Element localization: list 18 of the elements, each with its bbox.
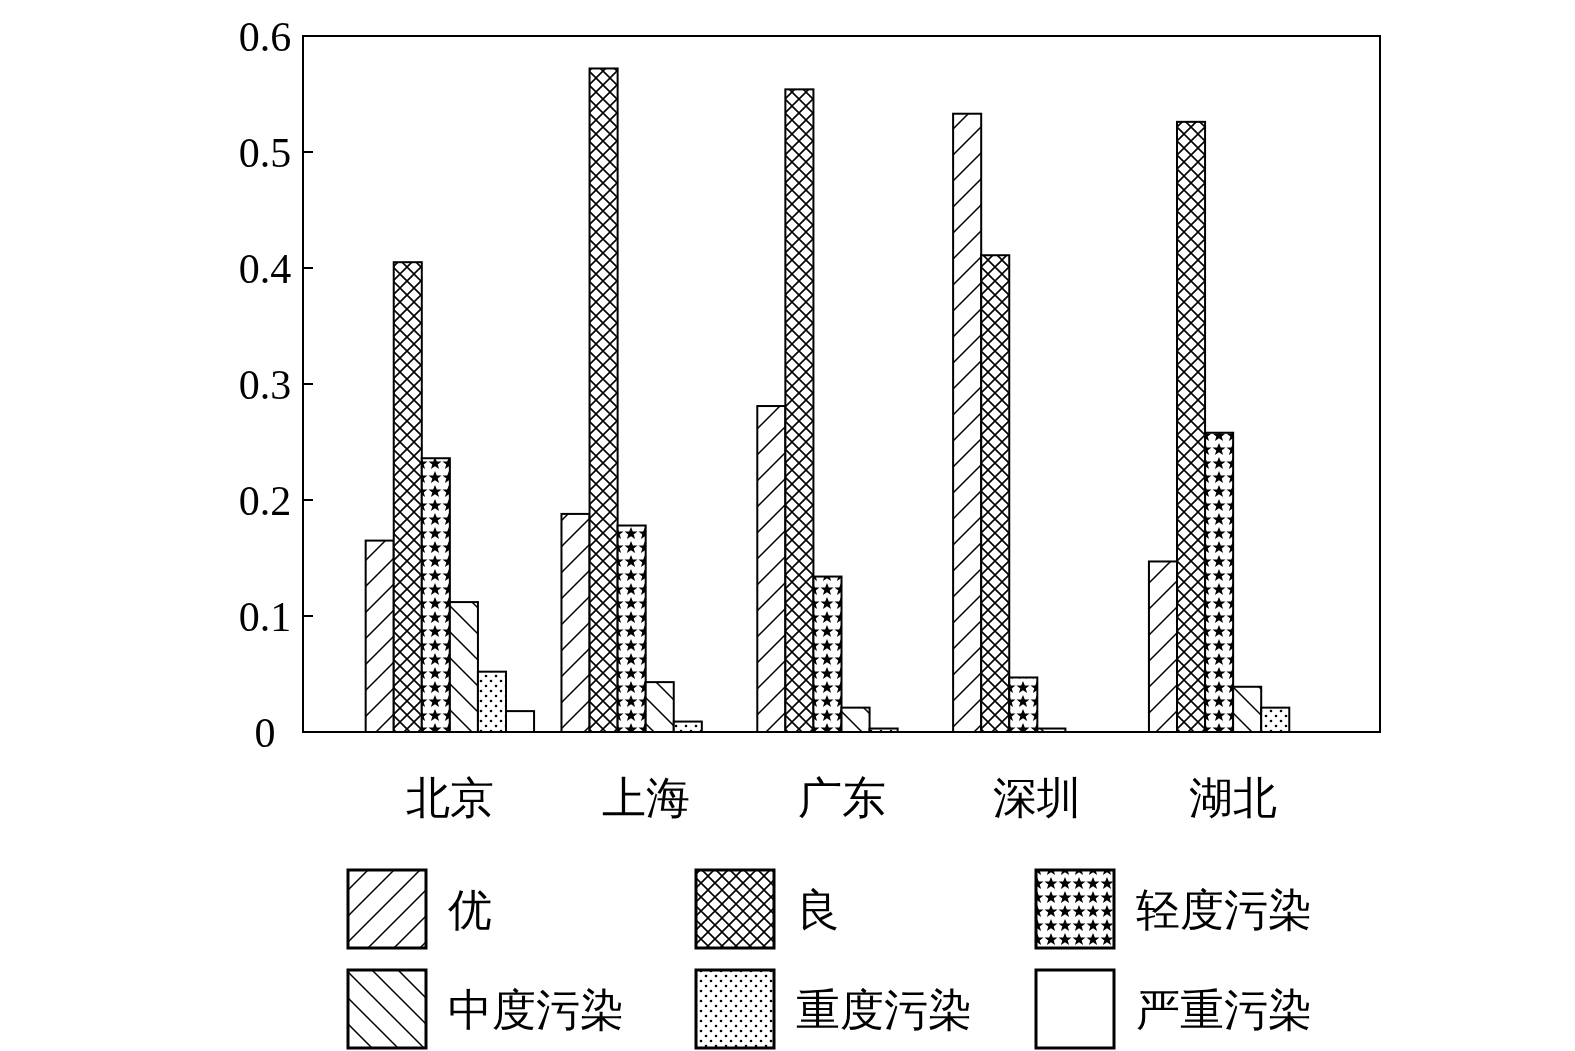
x-tick-label: 湖北 [1189, 774, 1278, 824]
legend-label: 优 [448, 886, 492, 936]
y-tick-label: 0.4 [238, 245, 292, 292]
y-tick-label: 0.6 [238, 13, 292, 60]
y-tick-label: 0.5 [238, 129, 292, 176]
y-tick-label: 0.1 [238, 593, 292, 640]
y-tick-label: 0.2 [238, 477, 292, 524]
legend-label: 良 [796, 886, 840, 936]
y-tick-label: 0.3 [238, 361, 292, 408]
legend-label: 严重污染 [1136, 986, 1312, 1036]
x-tick-label: 北京 [405, 774, 494, 824]
y-tick-label: 0 [254, 709, 276, 756]
legend-label: 轻度污染 [1136, 886, 1312, 936]
x-tick-label: 深圳 [993, 774, 1082, 824]
legend-label: 重度污染 [796, 986, 972, 1036]
x-tick-label: 上海 [601, 774, 690, 824]
x-tick-label: 广东 [797, 774, 886, 824]
legend-label: 中度污染 [448, 986, 624, 1036]
